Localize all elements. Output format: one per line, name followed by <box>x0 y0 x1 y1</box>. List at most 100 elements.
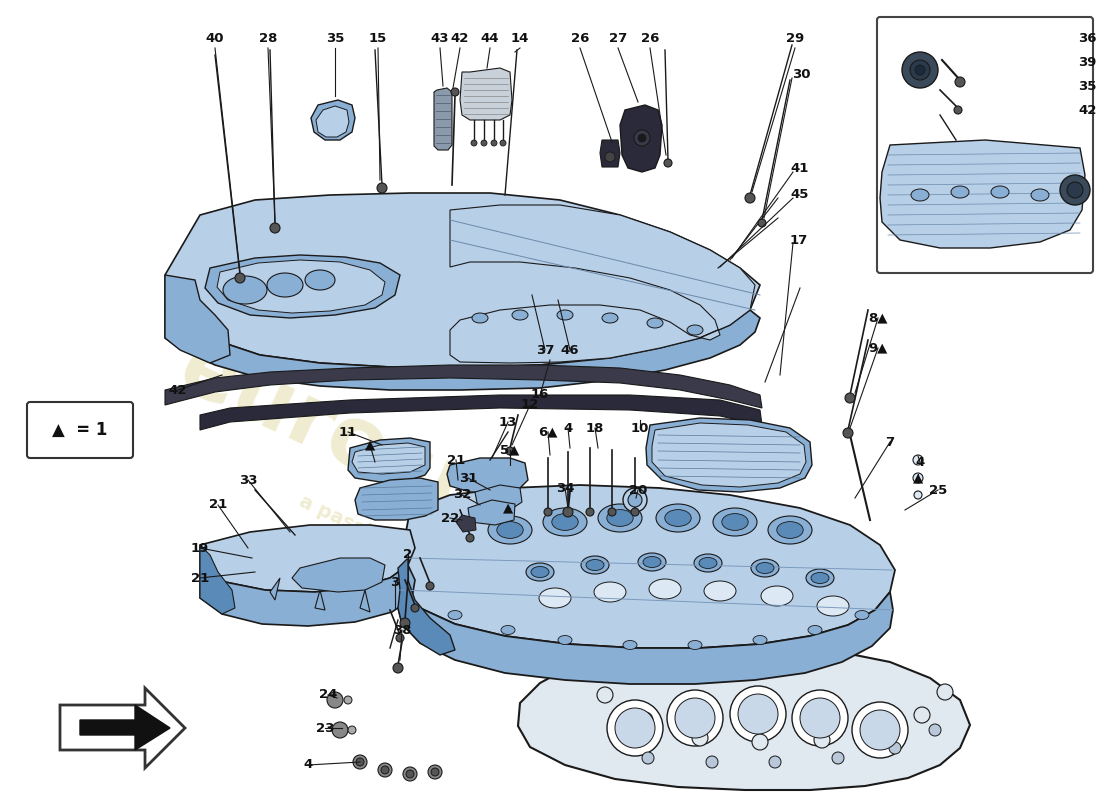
Circle shape <box>832 752 844 764</box>
Circle shape <box>738 694 778 734</box>
Circle shape <box>930 724 940 736</box>
Polygon shape <box>620 105 662 172</box>
Polygon shape <box>360 590 370 612</box>
Circle shape <box>353 755 367 769</box>
Text: 44: 44 <box>481 31 499 45</box>
Ellipse shape <box>586 559 604 570</box>
Ellipse shape <box>756 562 774 574</box>
Ellipse shape <box>647 318 663 328</box>
Polygon shape <box>315 590 324 610</box>
Text: 39: 39 <box>1078 55 1097 69</box>
Ellipse shape <box>761 586 793 606</box>
Ellipse shape <box>817 596 849 616</box>
Circle shape <box>852 702 907 758</box>
Circle shape <box>406 770 414 778</box>
Text: eurospares: eurospares <box>165 327 694 633</box>
Text: 43: 43 <box>431 31 449 45</box>
Circle shape <box>752 734 768 750</box>
Text: 9▲: 9▲ <box>868 342 888 354</box>
Text: 19: 19 <box>191 542 209 554</box>
Ellipse shape <box>751 559 779 577</box>
Polygon shape <box>468 500 515 525</box>
Circle shape <box>792 690 848 746</box>
Ellipse shape <box>688 641 702 650</box>
Circle shape <box>954 106 962 114</box>
Circle shape <box>500 140 506 146</box>
Text: 28: 28 <box>258 31 277 45</box>
Text: a passion for parts since 1985: a passion for parts since 1985 <box>296 491 604 649</box>
Ellipse shape <box>649 579 681 599</box>
Circle shape <box>608 508 616 516</box>
Circle shape <box>400 618 410 628</box>
Ellipse shape <box>811 573 829 583</box>
Text: 26: 26 <box>571 31 590 45</box>
Circle shape <box>634 130 650 146</box>
Circle shape <box>638 134 646 142</box>
Ellipse shape <box>808 626 822 634</box>
Circle shape <box>913 455 923 465</box>
Text: ▲: ▲ <box>503 502 513 514</box>
Circle shape <box>843 428 852 438</box>
Text: 30: 30 <box>792 69 811 82</box>
Text: 24: 24 <box>319 689 338 702</box>
Polygon shape <box>352 443 425 474</box>
Ellipse shape <box>768 516 812 544</box>
Text: 15: 15 <box>368 31 387 45</box>
Polygon shape <box>200 565 415 626</box>
Text: 34: 34 <box>556 482 574 494</box>
Polygon shape <box>348 438 430 482</box>
Ellipse shape <box>644 557 661 567</box>
Text: 37: 37 <box>536 343 554 357</box>
Ellipse shape <box>488 516 532 544</box>
Ellipse shape <box>448 610 462 619</box>
Text: 40: 40 <box>206 31 224 45</box>
Text: 10: 10 <box>630 422 649 434</box>
Circle shape <box>860 710 900 750</box>
Text: 12: 12 <box>521 398 539 411</box>
Polygon shape <box>450 205 755 363</box>
Ellipse shape <box>602 313 618 323</box>
Circle shape <box>411 604 419 612</box>
Polygon shape <box>880 140 1085 248</box>
Circle shape <box>628 493 642 507</box>
Circle shape <box>481 140 487 146</box>
Circle shape <box>667 690 723 746</box>
Ellipse shape <box>267 273 303 297</box>
Ellipse shape <box>694 554 722 572</box>
Ellipse shape <box>911 189 930 201</box>
Circle shape <box>451 88 459 96</box>
Text: 26: 26 <box>641 31 659 45</box>
Text: 22: 22 <box>441 511 459 525</box>
Circle shape <box>378 763 392 777</box>
Circle shape <box>814 732 830 748</box>
Text: 5▲: 5▲ <box>500 443 519 457</box>
Polygon shape <box>434 88 452 150</box>
Circle shape <box>1060 175 1090 205</box>
Circle shape <box>356 758 364 766</box>
Text: 23: 23 <box>316 722 334 734</box>
Text: 21: 21 <box>209 498 227 511</box>
Circle shape <box>758 219 766 227</box>
Text: 35: 35 <box>1078 79 1097 93</box>
Text: 42: 42 <box>1078 103 1097 117</box>
Circle shape <box>607 700 663 756</box>
Ellipse shape <box>806 569 834 587</box>
Ellipse shape <box>991 186 1009 198</box>
Text: ▲: ▲ <box>365 438 375 451</box>
Polygon shape <box>456 515 476 532</box>
Polygon shape <box>165 193 760 368</box>
Circle shape <box>642 752 654 764</box>
Text: 17: 17 <box>790 234 808 246</box>
Polygon shape <box>292 558 385 592</box>
Text: 27: 27 <box>609 31 627 45</box>
Text: 3: 3 <box>390 575 399 589</box>
Polygon shape <box>200 525 415 592</box>
Circle shape <box>706 756 718 768</box>
Ellipse shape <box>581 556 609 574</box>
Text: 21: 21 <box>447 454 465 466</box>
Circle shape <box>327 692 343 708</box>
Circle shape <box>937 684 953 700</box>
Circle shape <box>623 488 647 512</box>
Circle shape <box>471 140 477 146</box>
Ellipse shape <box>557 310 573 320</box>
